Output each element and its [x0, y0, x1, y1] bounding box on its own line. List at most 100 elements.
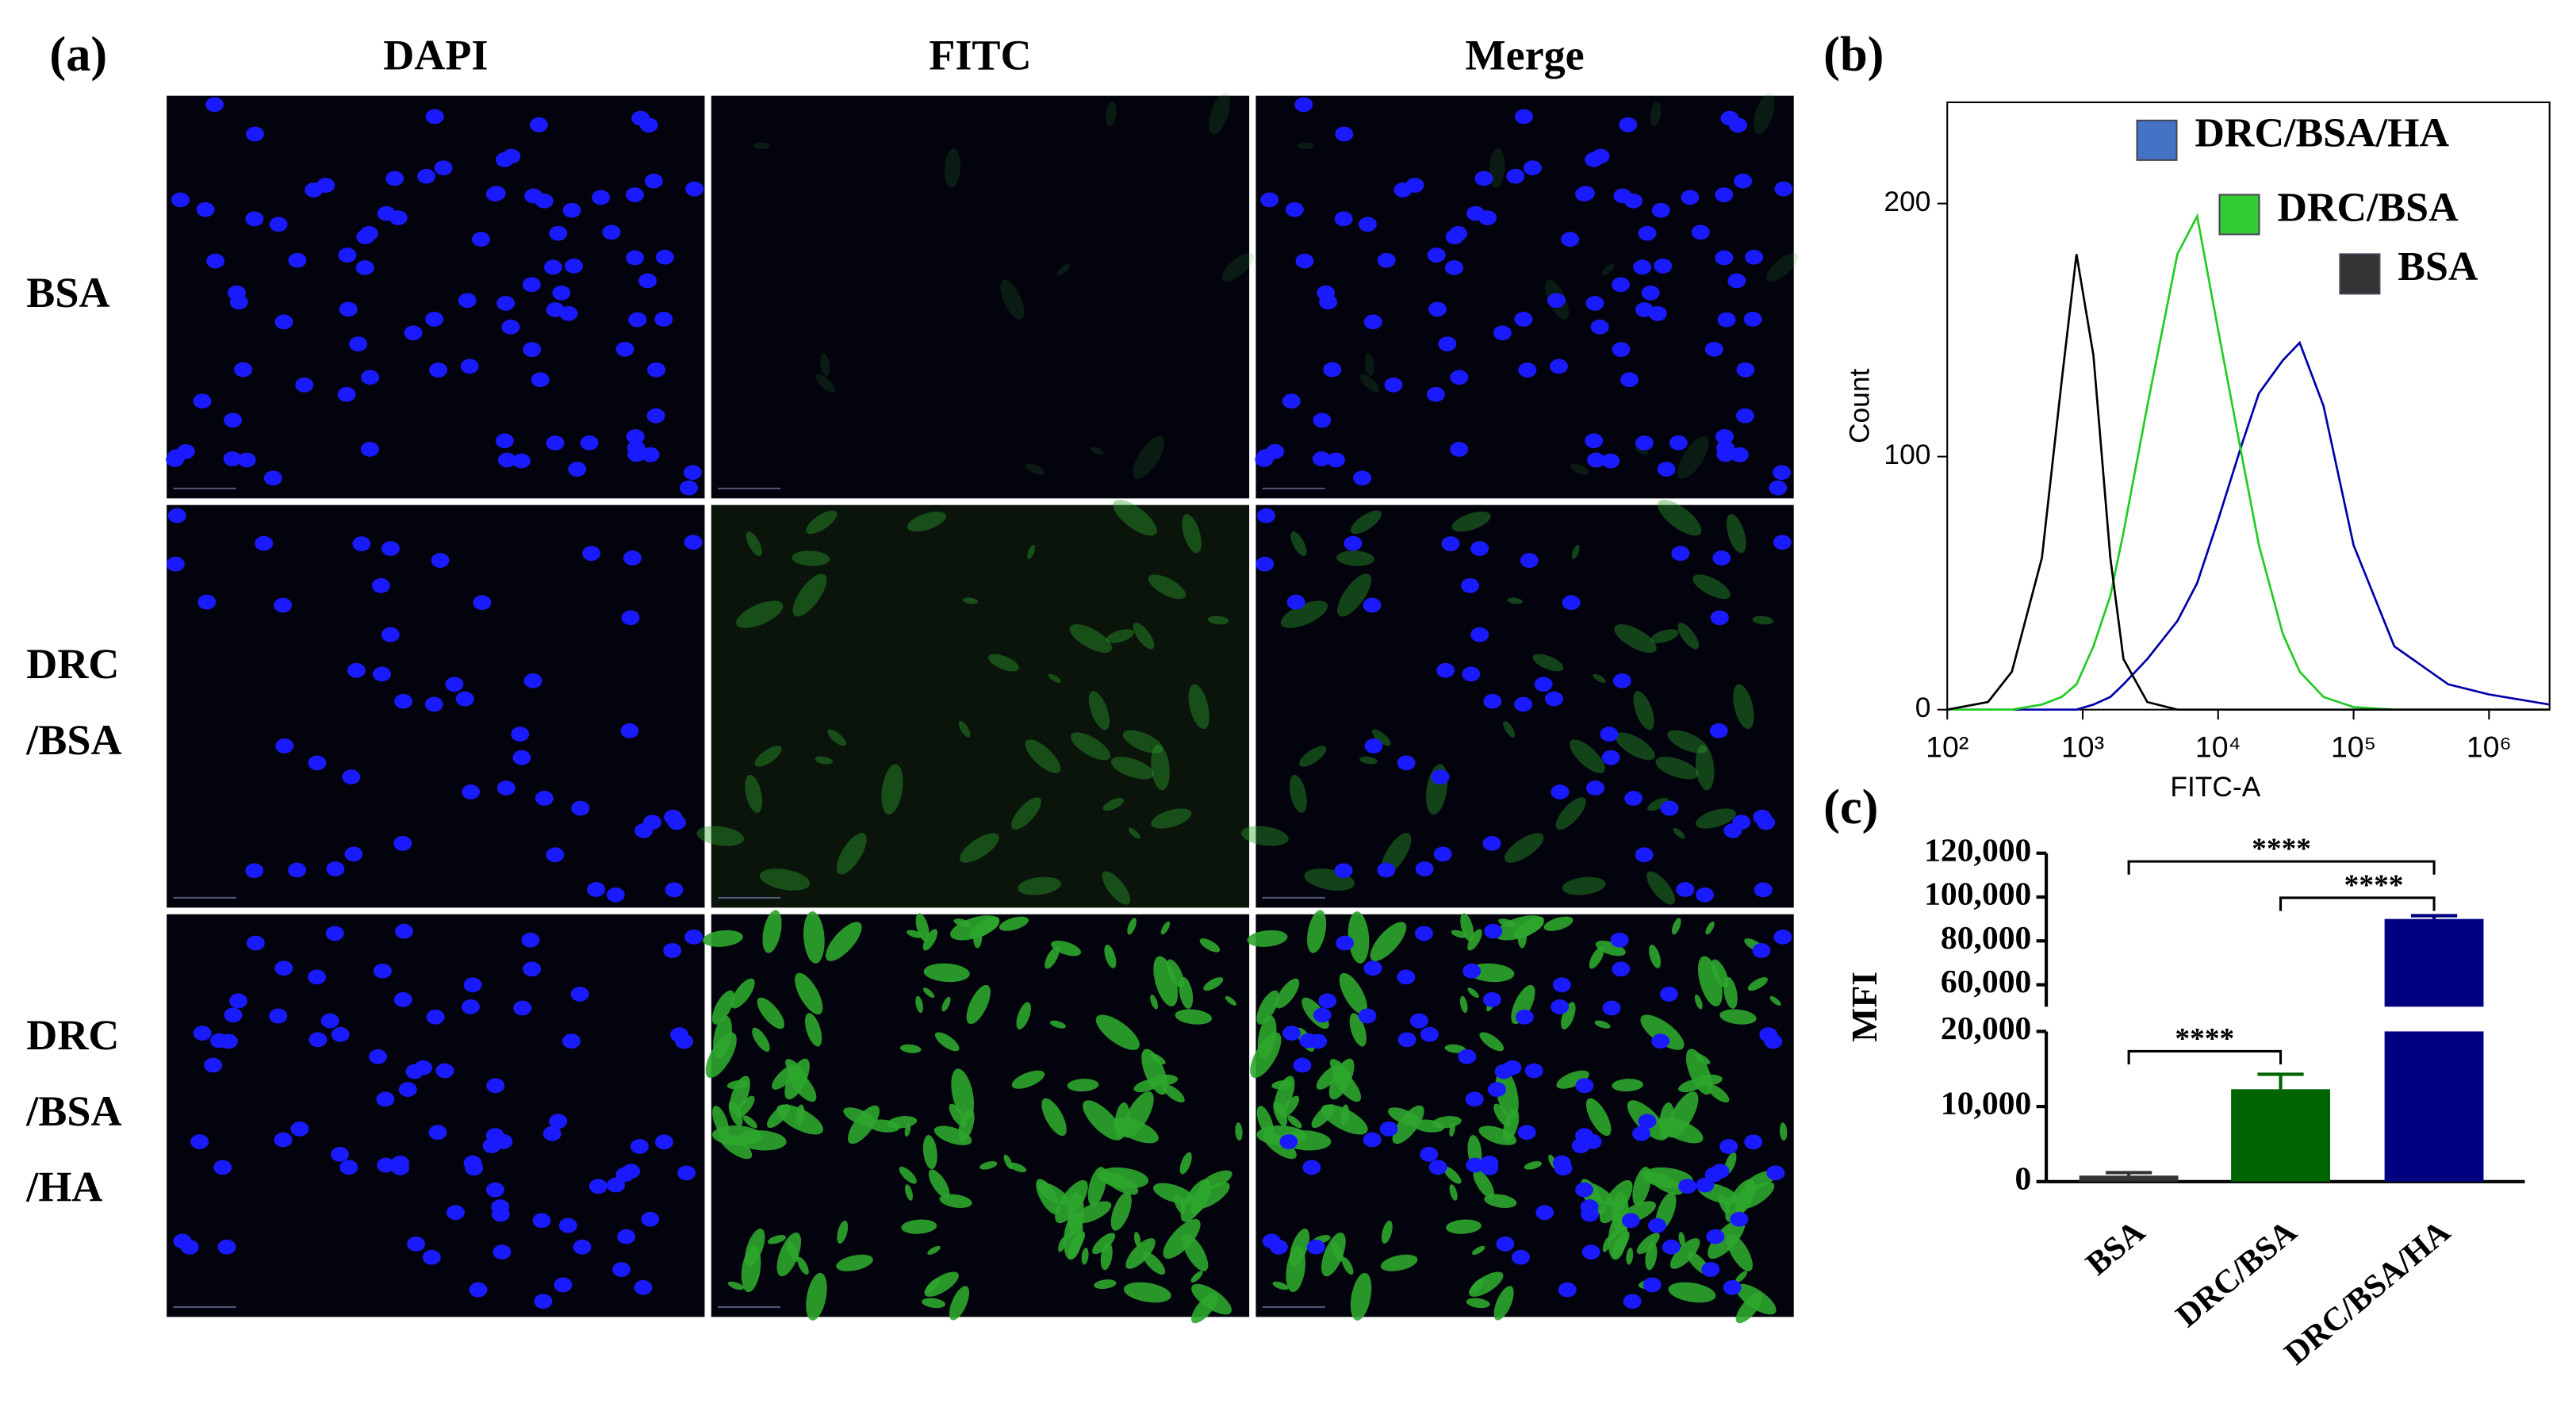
green-cell — [1298, 142, 1315, 149]
green-cell — [1088, 691, 1110, 730]
green-cell — [1128, 827, 1140, 839]
nucleus — [1299, 1033, 1318, 1049]
green-cell — [1307, 910, 1327, 953]
nucleus — [1334, 863, 1353, 879]
image-background — [167, 914, 705, 1317]
nucleus — [245, 863, 264, 879]
nucleus — [1260, 192, 1279, 208]
green-cell — [1263, 1132, 1297, 1160]
nucleus — [1558, 1282, 1577, 1298]
nucleus — [339, 301, 358, 317]
green-cell — [1779, 1122, 1788, 1141]
nucleus — [381, 541, 400, 556]
nucleus — [274, 960, 293, 976]
green-cell — [757, 997, 785, 1029]
green-cell — [767, 1235, 786, 1244]
green-cell — [1735, 1283, 1777, 1315]
nucleus — [377, 1157, 395, 1173]
nucleus — [513, 1000, 532, 1016]
x-tick-label: 10³ — [2061, 730, 2104, 764]
nucleus — [1676, 882, 1695, 897]
nucleus — [535, 791, 554, 806]
green-cell — [972, 926, 983, 949]
nucleus — [1591, 148, 1610, 164]
micrograph — [702, 910, 1250, 1324]
nucleus — [1669, 435, 1688, 451]
nucleus — [246, 126, 264, 142]
nucleus — [176, 443, 195, 459]
green-cell — [815, 374, 835, 393]
significance-label: **** — [2175, 1023, 2234, 1056]
green-cell — [1766, 252, 1799, 282]
nucleus — [224, 1007, 243, 1023]
green-cell — [1149, 1053, 1166, 1065]
nucleus — [1641, 285, 1660, 301]
nucleus — [431, 553, 450, 568]
nucleus — [1660, 800, 1679, 816]
green-cell — [705, 1032, 737, 1079]
green-cell — [1098, 1167, 1149, 1189]
green-cell — [1179, 1152, 1192, 1175]
green-cell — [1250, 1032, 1282, 1079]
nucleus — [634, 822, 654, 838]
green-cell — [745, 1229, 765, 1267]
nucleus — [1358, 1008, 1377, 1024]
nucleus — [1620, 372, 1639, 388]
green-cell — [1289, 774, 1307, 813]
nucleus — [295, 378, 314, 393]
green-cell — [1193, 1182, 1230, 1210]
nucleus — [1583, 1134, 1602, 1149]
green-cell — [730, 978, 755, 1009]
nucleus — [627, 447, 646, 462]
green-cell — [1655, 757, 1699, 780]
green-cell — [1041, 1098, 1067, 1137]
nucleus — [196, 201, 215, 217]
nucleus — [568, 462, 587, 477]
nucleus — [1285, 201, 1304, 217]
nucleus — [1612, 342, 1631, 358]
nucleus — [234, 362, 252, 378]
nucleus — [1764, 1033, 1783, 1049]
nucleus — [1715, 250, 1734, 266]
green-cell — [1707, 1083, 1730, 1102]
nucleus — [210, 1033, 228, 1049]
green-cell — [1180, 1198, 1186, 1211]
green-cell — [1110, 757, 1155, 780]
nucleus — [173, 1233, 192, 1249]
y-tick-label: 100,000 — [1924, 876, 2031, 913]
green-cell — [1671, 918, 1681, 935]
green-cell — [1049, 1020, 1066, 1029]
nucleus — [344, 846, 363, 862]
green-cell — [1451, 511, 1491, 532]
nucleus — [274, 597, 293, 613]
nucleus — [1662, 1239, 1681, 1255]
green-cell — [1737, 1182, 1775, 1210]
row-label: DRC — [26, 640, 119, 688]
green-cell — [1658, 1117, 1704, 1144]
green-cell — [1340, 1104, 1350, 1125]
y-tick-label: 60,000 — [1941, 964, 2031, 1000]
green-cell — [1058, 1237, 1067, 1252]
green-cell — [712, 1106, 730, 1137]
nucleus — [1470, 541, 1489, 556]
nucleus — [655, 1134, 673, 1150]
green-cell — [1678, 1232, 1685, 1248]
green-cell — [1364, 353, 1374, 376]
nucleus — [371, 578, 390, 593]
significance-bracket — [2127, 860, 2436, 875]
green-cell — [1753, 93, 1775, 135]
green-cell — [736, 600, 784, 628]
nucleus — [1427, 247, 1446, 263]
nucleus — [1701, 1262, 1720, 1277]
nucleus — [1363, 597, 1382, 613]
nucleus — [582, 546, 601, 562]
green-cell — [1695, 745, 1715, 791]
green-cell — [754, 746, 782, 767]
nucleus — [546, 435, 565, 451]
nucleus — [1514, 696, 1533, 712]
nucleus — [1696, 1177, 1715, 1193]
nucleus — [274, 1132, 293, 1148]
nucleus — [1745, 249, 1764, 265]
nucleus — [1515, 1009, 1534, 1025]
nucleus — [1483, 693, 1502, 709]
